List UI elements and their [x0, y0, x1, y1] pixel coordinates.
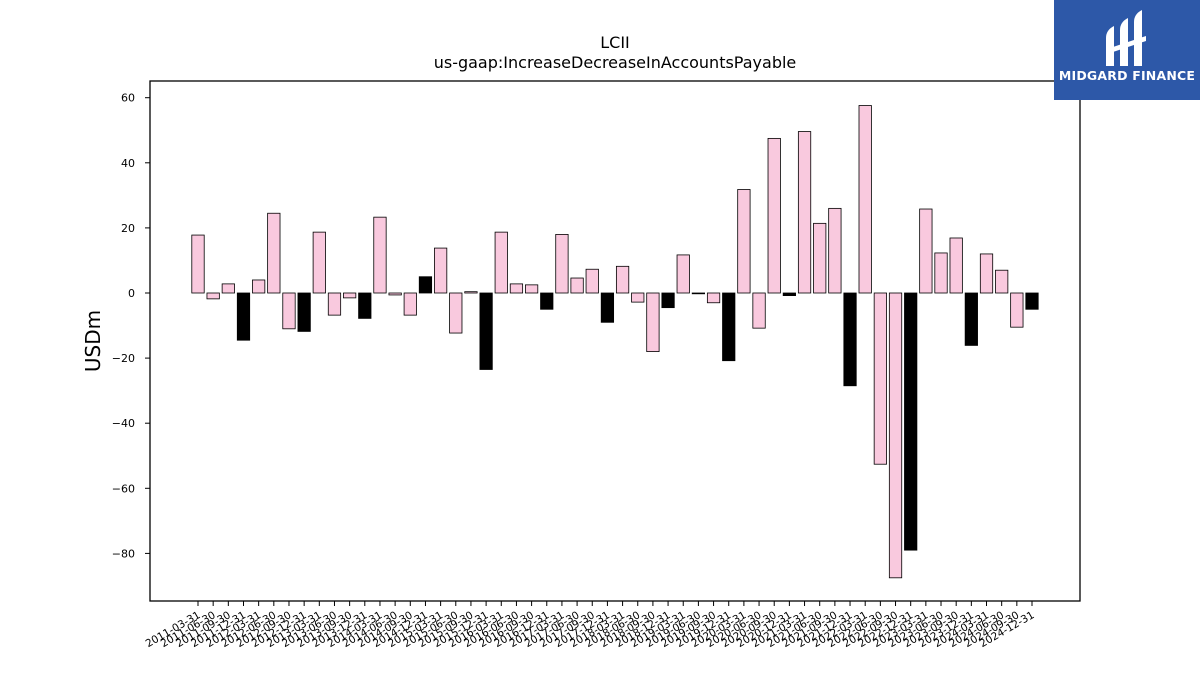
bar-2019-09-30 — [706, 292, 721, 304]
bar-2012-09-30 — [282, 292, 296, 330]
bar-2013-09-30 — [343, 292, 357, 299]
y-tick-label: 60 — [121, 92, 135, 105]
bar-2023-09-30 — [949, 237, 963, 294]
bar-2024-12-31 — [1025, 292, 1039, 310]
bar-2024-06-30 — [995, 269, 1009, 294]
bar-2012-06-30 — [267, 212, 281, 294]
bar-2021-03-31 — [797, 131, 812, 294]
brand-mark-icon — [1106, 10, 1146, 66]
y-tick-label: −80 — [112, 547, 135, 560]
brand-logo: MIDGARD FINANCE — [1054, 0, 1200, 100]
bar-2017-06-30 — [570, 277, 584, 294]
bar-2015-03-31 — [434, 247, 448, 294]
bar-2021-09-30 — [828, 207, 842, 294]
bar-2023-12-31 — [964, 292, 978, 346]
bar-2019-12-31 — [722, 292, 736, 362]
bar-2011-06-30 — [206, 292, 220, 300]
bar-2017-12-31 — [600, 292, 615, 323]
bar-2020-12-31 — [782, 292, 796, 296]
bar-2013-06-30 — [327, 292, 342, 316]
bar-2016-06-30 — [509, 283, 524, 294]
bar-2020-06-30 — [752, 292, 766, 329]
bar-2011-03-31 — [191, 234, 205, 294]
y-axis-label: USDm — [81, 310, 105, 372]
bar-2017-03-31 — [555, 234, 569, 294]
bar-2022-12-31 — [904, 292, 918, 551]
bar-2016-12-31 — [540, 292, 554, 310]
bar-2019-06-30 — [691, 292, 706, 295]
bar-2014-12-31 — [418, 276, 433, 294]
bar-2013-03-31 — [312, 231, 326, 294]
chart-subtitle: us-gaap:IncreaseDecreaseInAccountsPayabl… — [434, 53, 797, 72]
plot-frame — [149, 80, 1081, 602]
bar-2022-09-30 — [888, 292, 903, 579]
bar-2012-12-31 — [297, 292, 311, 332]
bar-2011-12-31 — [236, 292, 251, 341]
brand-name: MIDGARD FINANCE — [1058, 68, 1196, 83]
bar-2014-09-30 — [403, 292, 417, 316]
y-tick-label: 40 — [121, 157, 135, 170]
bar-2021-12-31 — [843, 292, 857, 387]
y-tick-label: −20 — [112, 352, 135, 365]
y-tick-label: 20 — [121, 222, 135, 235]
bar-2016-09-30 — [525, 284, 539, 294]
bar-2023-03-31 — [919, 208, 933, 294]
bar-2018-03-31 — [615, 265, 630, 294]
y-tick-label: 0 — [128, 287, 135, 300]
bar-2015-06-30 — [449, 292, 463, 334]
bar-2019-03-31 — [676, 254, 690, 294]
bar-2013-12-31 — [358, 292, 372, 319]
bar-2023-06-30 — [934, 252, 948, 294]
bar-2012-03-31 — [252, 279, 266, 294]
bar-2011-09-30 — [221, 283, 235, 294]
y-tick-label: −60 — [112, 482, 135, 495]
bar-2020-09-30 — [767, 137, 781, 294]
bar-2018-06-30 — [631, 292, 645, 303]
bar-2021-06-30 — [813, 222, 827, 294]
y-tick-label: −40 — [112, 417, 135, 430]
bar-2018-12-31 — [661, 292, 675, 309]
bar-2022-06-30 — [873, 292, 887, 465]
bar-2016-03-31 — [494, 231, 508, 294]
bar-2022-03-31 — [858, 105, 872, 294]
bar-2024-09-30 — [1010, 292, 1024, 328]
y-axis-ticks: 60 40 20 0 −20 −40 −60 −80 — [112, 92, 150, 560]
bar-2014-06-30 — [388, 292, 402, 296]
chart-title: LCII — [600, 33, 630, 52]
x-axis-ticks: 2011-03-312011-06-302011-09-302011-12-31… — [144, 601, 1037, 650]
bar-2015-12-31 — [479, 292, 493, 370]
bar-2020-03-31 — [737, 189, 751, 294]
bar-2015-09-30 — [464, 291, 478, 294]
bar-2014-03-31 — [373, 216, 387, 294]
bar-2017-09-30 — [585, 268, 599, 294]
bar-2018-09-30 — [646, 292, 660, 352]
bar-2024-03-31 — [979, 253, 994, 294]
bar-series — [191, 105, 1039, 579]
